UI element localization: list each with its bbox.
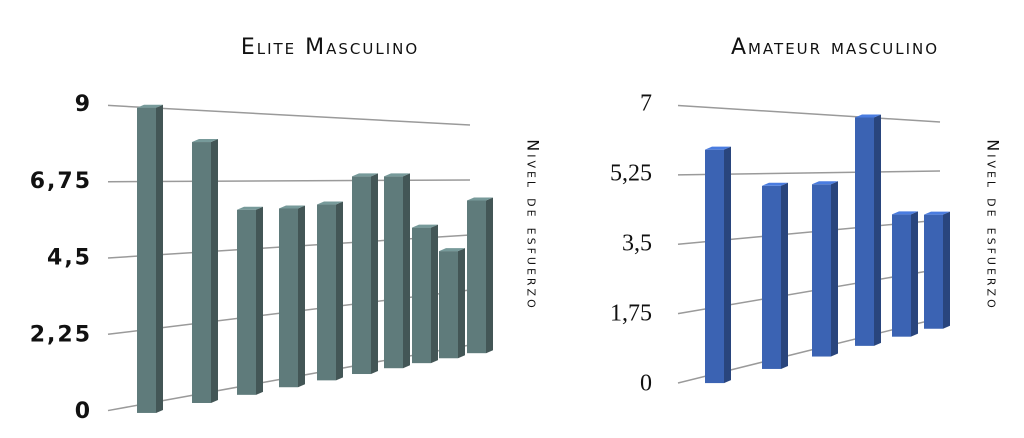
bar-side xyxy=(724,146,731,384)
bar xyxy=(384,173,410,369)
bar-front xyxy=(412,227,431,364)
bar-side xyxy=(781,182,788,369)
bar xyxy=(467,197,493,354)
bar-side xyxy=(911,211,918,337)
y-tick-label: 0 xyxy=(640,371,652,397)
bar-top xyxy=(237,206,263,210)
bar-top xyxy=(352,173,378,177)
bar-front xyxy=(812,184,831,357)
y-tick-label: 4,5 xyxy=(47,246,92,271)
bar-top xyxy=(467,197,493,201)
chart-title: Amateur masculino xyxy=(731,35,939,60)
bar-side xyxy=(298,205,305,388)
bar-side xyxy=(458,248,465,359)
bar-side xyxy=(831,181,838,357)
bar-front xyxy=(279,208,298,388)
bar xyxy=(705,146,731,384)
chart-title: Elite Masculino xyxy=(241,35,419,60)
bar-top xyxy=(384,173,410,177)
bar-side xyxy=(256,206,263,395)
bar-top xyxy=(705,146,731,150)
y-tick-label: 1,75 xyxy=(610,301,652,327)
bar-front xyxy=(384,176,403,369)
y-tick-label: 9 xyxy=(75,92,92,117)
bar xyxy=(412,224,438,364)
bar xyxy=(439,248,465,359)
y-axis-label: Nivel de esfuerzo xyxy=(984,139,1003,311)
bar-front xyxy=(892,214,911,337)
bar-front xyxy=(762,185,781,369)
bar-front xyxy=(924,214,943,329)
bar-top xyxy=(317,201,343,205)
bar-top xyxy=(762,182,788,186)
y-tick-label: 3,5 xyxy=(622,231,652,257)
y-tick-label: 0 xyxy=(75,399,92,424)
bar-side xyxy=(403,173,410,369)
bar-front xyxy=(705,149,724,384)
bar-side xyxy=(943,211,950,329)
bar-side xyxy=(431,224,438,364)
bar-top xyxy=(192,139,218,143)
grid-line xyxy=(107,104,471,126)
bar-front xyxy=(439,251,458,359)
y-axis-label: Nivel de esfuerzo xyxy=(524,139,543,311)
bar xyxy=(192,139,218,403)
bar-front xyxy=(317,204,336,381)
chart: Amateur masculino Nivel de esfuerzo 0 1,75 3… xyxy=(610,35,1003,397)
bar-front xyxy=(467,200,486,354)
bar-side xyxy=(874,114,881,346)
bar-front xyxy=(192,142,211,403)
bar-side xyxy=(336,201,343,381)
bar-front xyxy=(137,107,156,413)
bar-side xyxy=(486,197,493,354)
bar xyxy=(317,201,343,381)
grid-line xyxy=(677,104,941,123)
bar xyxy=(855,114,881,346)
bar-top xyxy=(855,114,881,118)
bar-side xyxy=(156,104,163,413)
bar-side xyxy=(211,139,218,403)
bar-side xyxy=(371,173,378,375)
y-tick-label: 6,75 xyxy=(30,169,92,194)
bar-top xyxy=(279,205,305,209)
chart: Elite Masculino Nivel de esfuerzo 0 2,25 4,5… xyxy=(30,35,543,424)
bar-top xyxy=(924,211,950,215)
bar-front xyxy=(855,117,874,346)
y-tick-label: 5,25 xyxy=(610,161,652,187)
y-tick-label: 7 xyxy=(640,91,652,117)
bar-top xyxy=(439,248,465,252)
bar xyxy=(762,182,788,369)
bar-front xyxy=(352,176,371,375)
bar xyxy=(892,211,918,337)
bar xyxy=(352,173,378,375)
bar-top xyxy=(412,224,438,228)
bar-top xyxy=(892,211,918,215)
y-tick-label: 2,25 xyxy=(30,322,92,347)
bar xyxy=(924,211,950,329)
bar xyxy=(279,205,305,388)
bar-top xyxy=(137,104,163,108)
bar xyxy=(237,206,263,395)
bar xyxy=(812,181,838,357)
bar-top xyxy=(812,181,838,185)
bar-front xyxy=(237,209,256,395)
bar xyxy=(137,104,163,413)
